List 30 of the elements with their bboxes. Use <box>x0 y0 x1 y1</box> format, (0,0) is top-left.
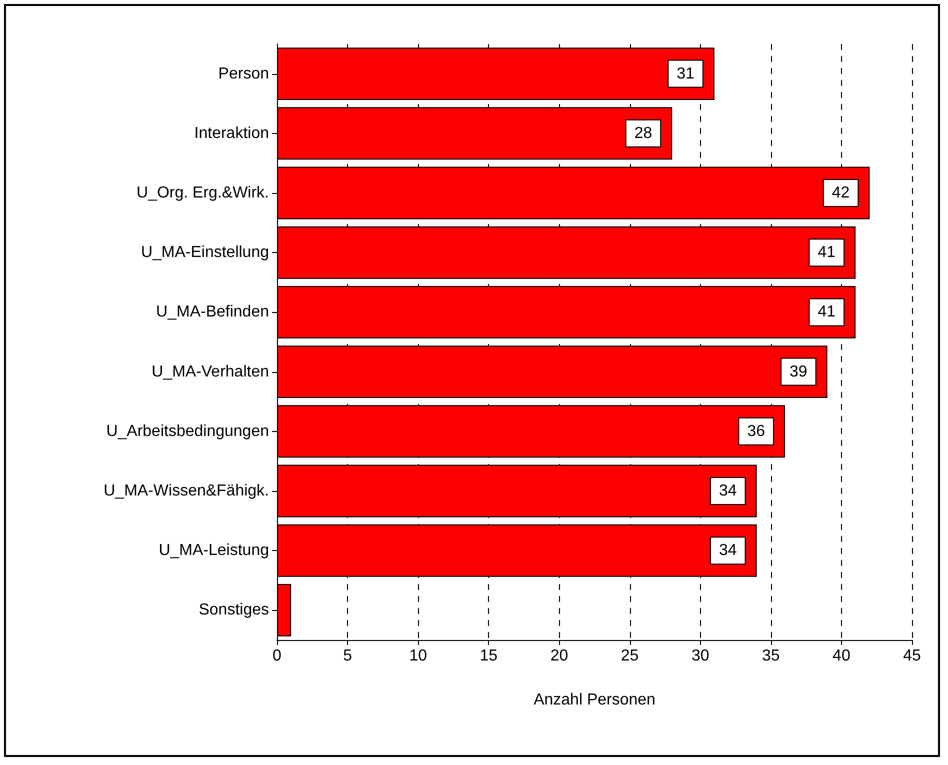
x-tick-label: 15 <box>480 648 498 664</box>
data-label: 39 <box>790 363 808 380</box>
y-tick-label: U_Org. Erg.&Wirk. <box>136 184 269 202</box>
x-tick-label: 40 <box>832 648 850 664</box>
x-tick-label: 5 <box>343 648 352 664</box>
y-tick-label: U_MA-Einstellung <box>140 244 269 262</box>
y-tick-label: U_MA-Befinden <box>156 304 269 321</box>
x-tick-label: 20 <box>550 648 568 664</box>
x-tick-label: 30 <box>691 648 710 664</box>
data-label: 34 <box>718 482 737 500</box>
y-tick-label: U_MA-Leistung <box>158 542 269 560</box>
y-tick-label: Interaktion <box>194 124 269 142</box>
data-label: 41 <box>818 244 836 262</box>
x-tick-label: 35 <box>762 648 780 664</box>
data-label: 36 <box>747 422 766 440</box>
data-label: 41 <box>818 304 836 321</box>
x-tick-label: 0 <box>272 648 282 664</box>
y-tick-label: Sonstiges <box>198 602 269 619</box>
y-tick-label: U_Arbeitsbedingungen <box>106 422 269 440</box>
data-label: 34 <box>718 542 737 560</box>
x-tick-label: 25 <box>620 648 639 664</box>
y-tick-label: U_MA-Wissen&Fähigk. <box>104 482 269 500</box>
x-tick-label: 45 <box>903 648 921 664</box>
x-tick-label: 10 <box>409 648 428 664</box>
data-label: 42 <box>832 184 850 202</box>
y-tick-label: Person <box>218 65 269 82</box>
x-axis-title: Anzahl Personen <box>534 692 656 708</box>
data-label: 31 <box>676 65 695 82</box>
y-tick-label: U_MA-Verhalten <box>152 363 269 380</box>
data-label: 28 <box>634 124 652 142</box>
